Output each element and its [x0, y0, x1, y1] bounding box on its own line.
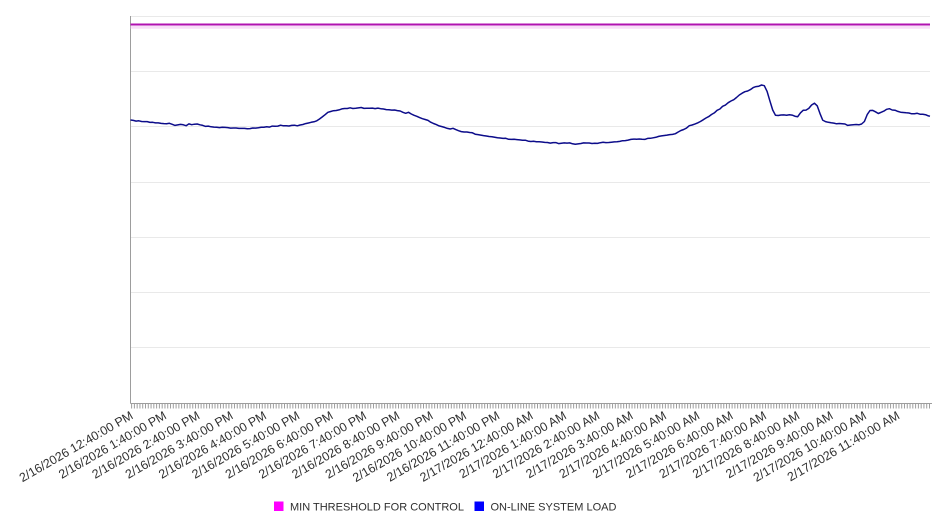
svg-text:MIN THRESHOLD FOR CONTROL: MIN THRESHOLD FOR CONTROL: [290, 502, 464, 514]
svg-text:ON-LINE SYSTEM LOAD: ON-LINE SYSTEM LOAD: [491, 502, 617, 514]
